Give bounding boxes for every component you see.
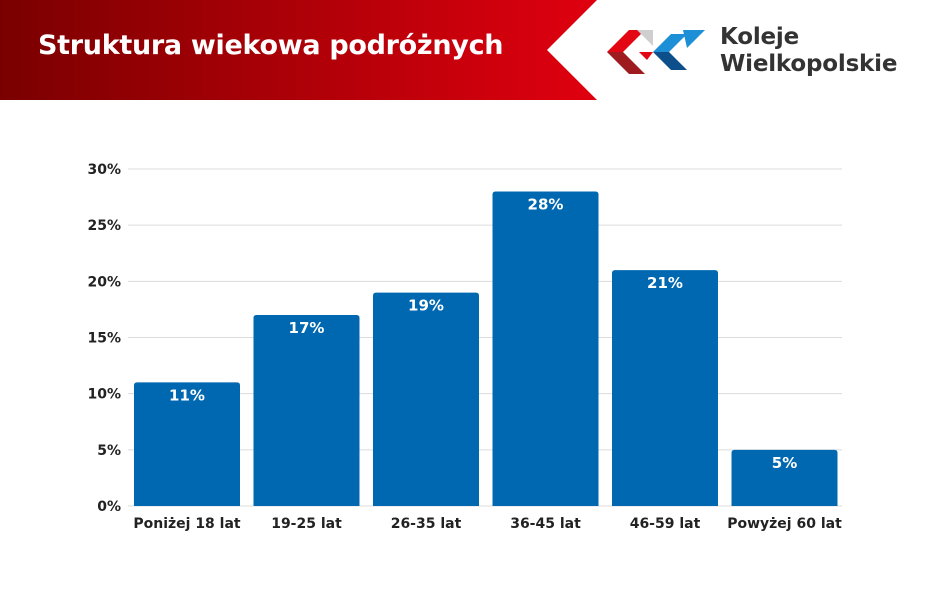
logo-red-accent [639, 52, 653, 60]
logo-blue-upper [653, 34, 687, 52]
page-title: Struktura wiekowa podróżnych [38, 30, 504, 61]
y-tick-label: 0% [97, 499, 121, 515]
data-label: 19% [408, 297, 444, 315]
data-labels: 11% 17% 19% 28% 21% 5% [169, 195, 797, 471]
koleje-wielkopolskie-logo-icon [607, 30, 705, 74]
data-label: 21% [647, 274, 683, 292]
bar [253, 315, 360, 506]
y-tick-label: 5% [97, 443, 121, 459]
y-tick-label: 10% [87, 387, 121, 403]
brand-line-1: Koleje [720, 24, 799, 50]
logo-darkblue-lower [653, 52, 687, 70]
brand-line-2: Wielkopolskie [720, 51, 898, 77]
logo-darkred-lower [607, 52, 645, 74]
brand-name: Koleje Wielkopolskie [720, 24, 897, 78]
header-red-band [0, 0, 597, 100]
x-category-label: 26-35 lat [391, 516, 462, 532]
data-label: 28% [528, 195, 564, 213]
data-label: 11% [169, 386, 205, 404]
data-label: 5% [772, 454, 797, 472]
x-category-label: 36-45 lat [510, 516, 581, 532]
data-label: 17% [289, 319, 325, 337]
logo-grey-triangle [637, 30, 653, 46]
y-tick-label: 20% [87, 274, 121, 290]
bar [612, 270, 718, 506]
y-tick-label: 15% [87, 331, 121, 347]
logo-blue-corner [683, 30, 705, 48]
x-category-label: 46-59 lat [630, 516, 701, 532]
bars [134, 191, 838, 506]
y-tick-label: 25% [87, 218, 121, 234]
x-category-label: Poniżej 18 lat [133, 516, 241, 532]
logo-red-upper [607, 30, 645, 52]
bar [731, 449, 838, 506]
x-category-label: Powyżej 60 lat [727, 516, 842, 532]
bar [492, 191, 599, 506]
x-axis-categories: Poniżej 18 lat 19-25 lat 26-35 lat 36-45 la… [133, 516, 842, 532]
header-background [0, 0, 597, 100]
y-tick-label: 30% [87, 162, 121, 178]
gridlines [128, 168, 842, 507]
bar [134, 382, 240, 506]
bar [373, 292, 479, 506]
x-category-label: 19-25 lat [271, 516, 342, 532]
y-axis-ticks: 0% 5% 10% 15% 20% 25% 30% [87, 162, 121, 515]
header-banner [0, 0, 940, 100]
